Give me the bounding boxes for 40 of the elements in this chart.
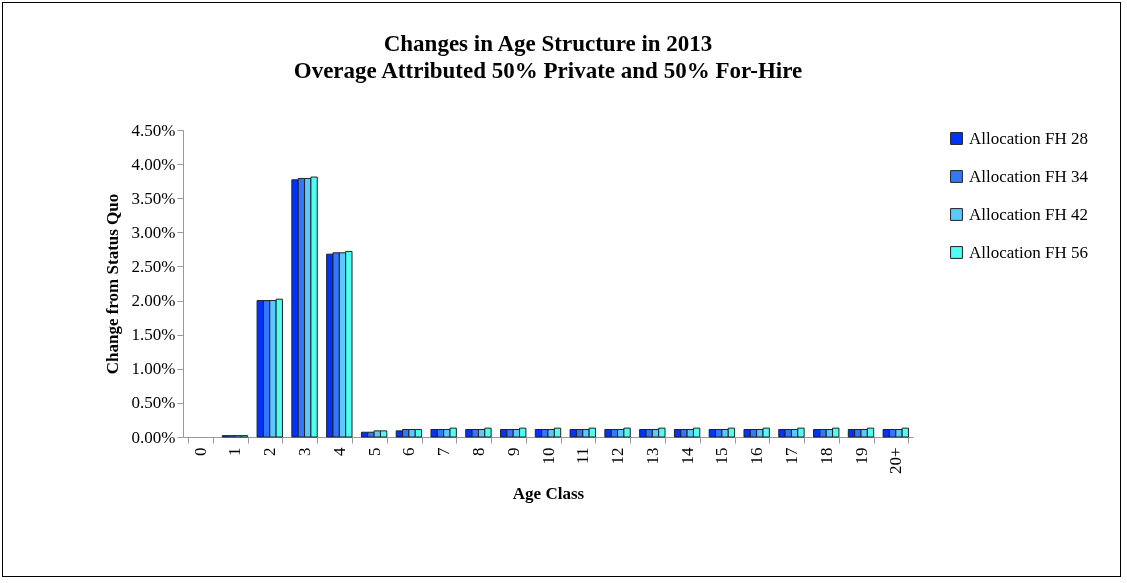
x-tick-label: 2	[260, 447, 280, 456]
x-tick-label: 8	[468, 447, 488, 456]
legend-label: Allocation FH 42	[969, 204, 1088, 224]
x-tick-label: 16	[747, 447, 767, 465]
x-tick-label: 11	[573, 447, 593, 464]
y-tick-label: 1.00%	[131, 359, 176, 379]
x-tick-label: 5	[364, 447, 384, 456]
x-tick-label: 9	[503, 447, 523, 456]
x-tick-label: 10	[538, 447, 558, 465]
y-axis-title: Change from Status Quo	[102, 193, 122, 375]
legend-label: Allocation FH 28	[969, 128, 1088, 148]
bar	[395, 430, 404, 438]
x-tick-label: 13	[642, 447, 662, 465]
y-tick-label: 4.00%	[131, 154, 176, 174]
x-tick-label: 4	[329, 447, 349, 456]
y-tick-label: 2.50%	[131, 256, 176, 276]
y-tick-label: 0.00%	[131, 427, 176, 447]
y-tick-label: 2.00%	[131, 291, 176, 311]
x-axis-title: Age Class	[512, 484, 585, 504]
x-tick-label: 0	[190, 447, 210, 456]
x-tick-label: 20+	[886, 447, 906, 475]
x-tick-label: 6	[399, 447, 419, 456]
x-tick-label: 7	[434, 447, 454, 456]
x-tick-label: 3	[295, 447, 315, 456]
legend-label: Allocation FH 34	[969, 166, 1089, 186]
chart-subtitle: Overage Attributed 50% Private and 50% For-Hire	[293, 58, 803, 83]
x-tick-label: 17	[781, 447, 801, 465]
y-tick-label: 0.50%	[131, 393, 176, 413]
x-tick-label: 18	[816, 447, 836, 465]
y-tick-label: 3.50%	[131, 188, 176, 208]
x-tick-label: 1	[225, 447, 245, 456]
x-tick-label: 19	[851, 447, 871, 465]
chart-title: Changes in Age Structure in 2013	[383, 31, 713, 56]
x-tick-label: 14	[677, 447, 697, 465]
x-tick-label: 15	[712, 447, 732, 465]
legend-label: Allocation FH 56	[969, 242, 1088, 262]
y-tick-label: 1.50%	[131, 325, 176, 345]
y-tick-label: 3.00%	[131, 222, 176, 242]
y-tick-label: 4.50%	[131, 120, 176, 140]
x-tick-label: 12	[608, 447, 628, 465]
